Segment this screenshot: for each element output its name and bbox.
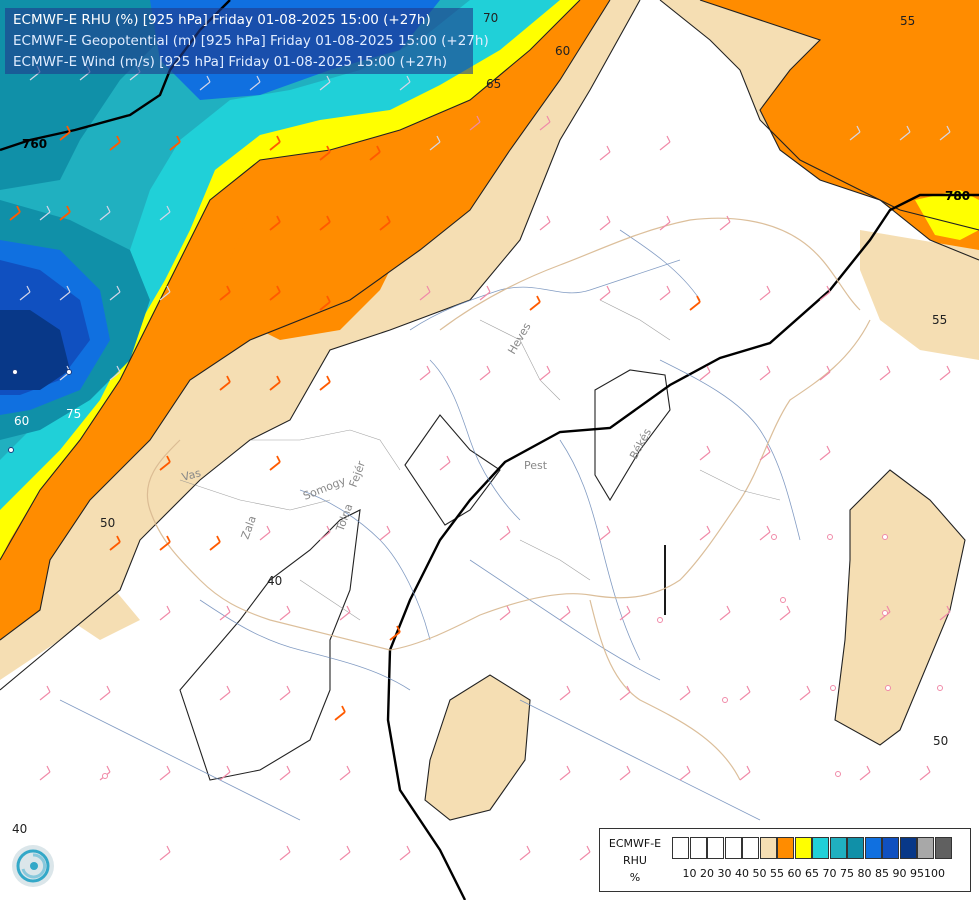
legend-swatch xyxy=(742,837,759,859)
legend-label-unit: % xyxy=(629,871,641,884)
contour-label-40-sw: 40 xyxy=(12,822,27,836)
contour-label-780: 780 xyxy=(945,189,970,203)
contour-label-55-east: 55 xyxy=(932,313,947,327)
legend-swatch xyxy=(882,837,899,859)
rhu-95-lower xyxy=(0,310,70,390)
contour-label-50-east: 50 xyxy=(933,734,948,748)
title-wind: ECMWF-E Wind (m/s) [925 hPa] Friday 01-0… xyxy=(13,54,448,70)
legend-tick-label: 85 xyxy=(875,867,889,880)
legend-swatch xyxy=(847,837,864,859)
legend-tick-label: 30 xyxy=(717,867,732,880)
title-rhu: ECMWF-E RHU (%) [925 hPa] Friday 01-08-2… xyxy=(13,12,431,28)
legend-swatch xyxy=(812,837,829,859)
rhu-orange-blob xyxy=(230,180,400,340)
legend-swatch xyxy=(689,837,707,859)
rhu-75-region xyxy=(0,0,470,460)
contour-label-60-top: 60 xyxy=(555,44,570,58)
legend-swatch xyxy=(829,837,847,859)
title-geopotential: ECMWF-E Geopotential (m) [925 hPa] Frida… xyxy=(13,33,489,49)
rhu-55-east xyxy=(860,230,979,360)
contour-label-65: 65 xyxy=(486,77,501,91)
legend-label-variable: RHU xyxy=(623,854,647,867)
contour-label-50-west: 50 xyxy=(100,516,115,530)
legend-swatch xyxy=(934,837,952,859)
legend-swatch xyxy=(759,837,777,859)
legend-tick-label: 20 xyxy=(700,867,714,880)
title-box: ECMWF-E RHU (%) [925 hPa] Friday 01-08-2… xyxy=(5,8,489,74)
legend-swatch xyxy=(707,837,724,859)
legend-tick-label: 100 xyxy=(924,867,945,880)
legend-swatch xyxy=(777,837,794,859)
legend-tick-label: 55 xyxy=(770,867,784,880)
legend-tick-label: 70 xyxy=(822,867,837,880)
legend-tick-label: 60 xyxy=(787,867,802,880)
legend-tick-label: 80 xyxy=(857,867,872,880)
legend-swatch xyxy=(899,837,917,859)
contour-label-70: 70 xyxy=(483,11,498,25)
ecmwf-logo-icon xyxy=(12,845,54,887)
contour-label-60-west: 60 xyxy=(14,414,29,428)
contour-label-760: 760 xyxy=(22,137,47,151)
place-label-vas: Vas xyxy=(180,466,202,484)
rhu-55-se xyxy=(835,470,965,745)
legend-swatch xyxy=(794,837,812,859)
legend-tick-label: 90 xyxy=(892,867,907,880)
rhu-55-south xyxy=(425,675,530,820)
legend-tick-label: 10 xyxy=(682,867,697,880)
rhu-55-sw xyxy=(70,560,140,640)
legend-swatch xyxy=(672,837,689,859)
contour-label-75: 75 xyxy=(66,407,81,421)
legend-tick-label: 75 xyxy=(840,867,854,880)
contour-label-55-top: 55 xyxy=(900,14,915,28)
legend-swatch xyxy=(917,837,934,859)
legend-tick-label: 50 xyxy=(752,867,767,880)
rhu-yellow-ne xyxy=(915,190,979,240)
place-label-pest: Pest xyxy=(524,459,548,472)
legend-label-model: ECMWF-E xyxy=(608,837,662,850)
contour-label-40-mid: 40 xyxy=(267,574,282,588)
legend-swatch xyxy=(724,837,742,859)
rhu-orange-ne-inner xyxy=(700,0,979,260)
legend-swatch xyxy=(864,837,882,859)
legend-tick-label: 40 xyxy=(735,867,749,880)
rhu-legend: ECMWF-E RHU % 10 20 30 40 50 55 60 65 70 75 80 85 90… xyxy=(599,828,971,892)
legend-tick-label: 95 xyxy=(910,867,924,880)
legend-tick-label: 65 xyxy=(805,867,819,880)
